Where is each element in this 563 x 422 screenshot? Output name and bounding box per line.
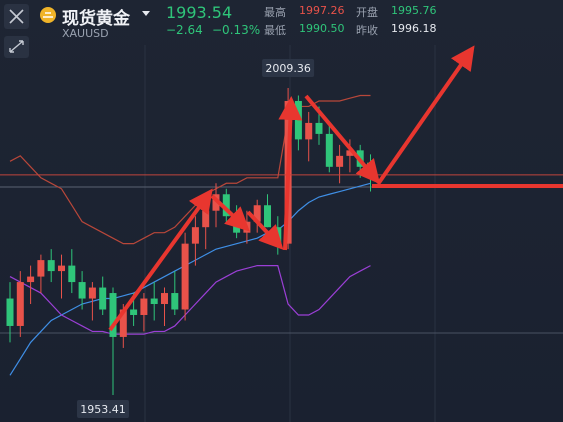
stat-label: 开盘 xyxy=(356,6,378,19)
candle-body xyxy=(150,298,158,305)
candle-body xyxy=(243,221,251,233)
low-label-box xyxy=(77,400,129,419)
candle-body xyxy=(315,122,323,134)
candle-body xyxy=(181,243,189,310)
candle-body xyxy=(171,293,179,310)
stat-value: 1997.26 xyxy=(299,4,345,17)
candle-body xyxy=(78,282,86,299)
stat-label: 最低 xyxy=(264,24,286,37)
stat-label: 最高 xyxy=(264,6,286,19)
candle-body xyxy=(336,155,344,167)
candle-body xyxy=(140,298,148,315)
stat-value: 1996.18 xyxy=(391,22,437,35)
candle-body xyxy=(253,205,261,222)
candle-body xyxy=(305,122,313,140)
candle-body xyxy=(109,293,117,337)
candle-body xyxy=(130,309,138,315)
close-icon xyxy=(9,9,24,24)
candle-body xyxy=(37,260,45,277)
candle-body xyxy=(47,260,55,272)
high-label-box xyxy=(262,59,315,78)
stat-label: 昨收 xyxy=(356,24,378,37)
indicator-line xyxy=(9,265,371,335)
expand-icon xyxy=(9,40,24,53)
candle-body xyxy=(191,227,199,244)
candle-body xyxy=(222,194,230,217)
gold-icon xyxy=(40,7,56,23)
candle-body xyxy=(346,150,354,156)
price-change: −2.64 xyxy=(166,23,203,37)
high-label: 2009.36 xyxy=(265,62,311,75)
candle-body xyxy=(68,265,76,283)
candle-body xyxy=(119,309,127,337)
instrument-symbol: XAUUSD xyxy=(62,27,109,40)
candle-body xyxy=(212,194,220,211)
grid xyxy=(0,45,563,422)
price-change-pct: −0.13% xyxy=(212,23,261,37)
dropdown-icon[interactable] xyxy=(142,11,150,16)
candle-body xyxy=(6,298,14,326)
stat-value: 1990.50 xyxy=(299,22,345,35)
stat-value: 1995.76 xyxy=(391,4,437,17)
indicator-line xyxy=(9,182,371,376)
candle-body xyxy=(27,276,35,283)
candle-body xyxy=(16,282,24,326)
candle-body xyxy=(264,205,271,228)
candle-body xyxy=(88,287,96,299)
candle-body xyxy=(161,293,168,305)
gold-icon-mark xyxy=(43,12,53,18)
candle-body xyxy=(99,287,107,310)
candle-body xyxy=(202,210,210,228)
candle-body xyxy=(325,133,333,167)
low-label: 1953.41 xyxy=(80,403,126,416)
trend-arrows xyxy=(108,45,475,332)
candle-body xyxy=(58,265,65,272)
candle-body xyxy=(294,100,302,140)
instrument-name[interactable]: 现货黄金 xyxy=(62,9,130,29)
last-price: 1993.54 xyxy=(166,3,233,22)
